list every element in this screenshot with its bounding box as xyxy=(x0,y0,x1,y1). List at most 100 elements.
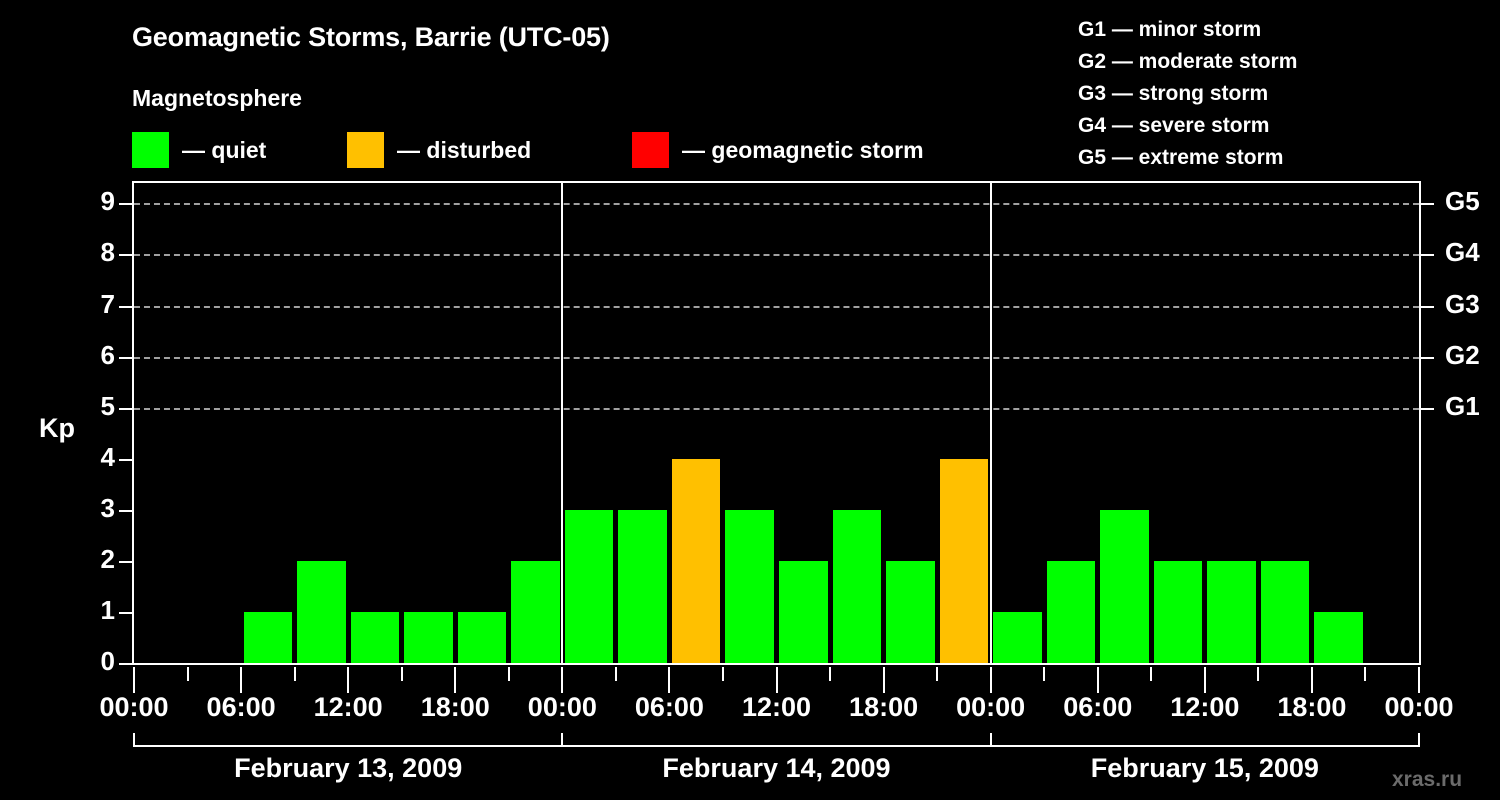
xtick-label-12h: 12:00 xyxy=(313,692,383,722)
xtick-minor-27h xyxy=(614,667,617,681)
bar[interactable] xyxy=(832,509,882,663)
bar[interactable] xyxy=(939,458,989,663)
quiet-swatch xyxy=(132,132,169,168)
bar[interactable] xyxy=(618,509,667,663)
legend-label: — quiet xyxy=(182,136,267,163)
xtick-major-54h xyxy=(1096,667,1099,693)
day-bracket-3 xyxy=(989,733,1420,747)
day-label-3: February 15, 2009 xyxy=(1090,753,1319,783)
gtick-mark-G3 xyxy=(1421,305,1434,308)
xtick-label-48h: 00:00 xyxy=(956,692,1026,722)
g-scale-item-2: G2 — moderate storm xyxy=(1078,50,1298,73)
legend-entry-disturbed: — disturbed xyxy=(347,131,531,169)
xtick-minor-51h xyxy=(1043,667,1046,681)
legend-entry-quiet: — quiet xyxy=(132,131,266,169)
page-title: Geomagnetic Storms, Barrie (UTC-05) xyxy=(132,22,610,52)
plot-area xyxy=(132,181,1421,665)
xtick-major-30h xyxy=(668,667,671,693)
bar[interactable] xyxy=(350,611,400,663)
xtick-label-54h: 06:00 xyxy=(1063,692,1133,722)
legend-entry-storm: — geomagnetic storm xyxy=(632,131,924,169)
bar[interactable] xyxy=(1207,560,1256,663)
xtick-major-72h xyxy=(1418,667,1420,693)
ytick-mark-9 xyxy=(119,203,132,206)
xtick-major-36h xyxy=(775,667,778,693)
ytick-label-8: 8 xyxy=(100,237,115,268)
xtick-minor-45h xyxy=(936,667,939,681)
ytick-mark-2 xyxy=(119,560,132,563)
xtick-label-24h: 00:00 xyxy=(527,692,597,722)
bar[interactable] xyxy=(725,509,774,663)
bar[interactable] xyxy=(671,458,721,663)
xtick-major-24h xyxy=(561,667,564,693)
ytick-mark-6 xyxy=(119,356,132,359)
bar[interactable] xyxy=(457,611,507,663)
legend-label: — disturbed xyxy=(397,136,532,163)
day-label-2: February 14, 2009 xyxy=(662,753,891,783)
day-label-1: February 13, 2009 xyxy=(234,753,463,783)
plot-inner xyxy=(134,183,1419,663)
xtick-minor-63h xyxy=(1257,667,1260,681)
gridline-kp-5 xyxy=(134,407,1419,410)
bar[interactable] xyxy=(993,611,1042,663)
ytick-label-3: 3 xyxy=(100,492,115,523)
bar[interactable] xyxy=(1153,560,1203,663)
bar[interactable] xyxy=(779,560,828,663)
ytick-mark-3 xyxy=(119,509,132,512)
gridline-kp-9 xyxy=(134,203,1419,206)
xtick-label-42h: 18:00 xyxy=(849,692,919,722)
gtick-mark-G1 xyxy=(1421,407,1434,410)
day-divider xyxy=(989,183,992,663)
gtick-label-G3: G3 xyxy=(1445,288,1480,319)
ytick-label-1: 1 xyxy=(100,594,115,625)
xtick-major-42h xyxy=(882,667,885,693)
ytick-mark-5 xyxy=(119,407,132,410)
ytick-label-4: 4 xyxy=(100,441,115,472)
bar[interactable] xyxy=(886,560,935,663)
xtick-minor-33h xyxy=(721,667,724,681)
bar[interactable] xyxy=(243,611,293,663)
bar[interactable] xyxy=(564,509,614,663)
bar[interactable] xyxy=(511,560,560,663)
storm-swatch xyxy=(632,132,669,168)
ytick-label-5: 5 xyxy=(100,390,115,421)
g-scale-item-4: G4 — severe storm xyxy=(1078,114,1270,137)
legend-label: — geomagnetic storm xyxy=(682,136,924,163)
xtick-major-66h xyxy=(1310,667,1313,693)
xtick-major-60h xyxy=(1203,667,1206,693)
gtick-label-G2: G2 xyxy=(1445,339,1480,370)
bar[interactable] xyxy=(1314,611,1363,663)
bar[interactable] xyxy=(297,560,346,663)
magnetosphere-heading: Magnetosphere xyxy=(132,85,302,111)
bar[interactable] xyxy=(1046,560,1096,663)
xtick-major-48h xyxy=(989,667,992,693)
ytick-label-9: 9 xyxy=(100,186,115,217)
xtick-label-18h: 18:00 xyxy=(420,692,490,722)
xtick-minor-69h xyxy=(1364,667,1367,681)
xtick-major-6h xyxy=(240,667,243,693)
xtick-label-30h: 06:00 xyxy=(634,692,704,722)
ytick-mark-1 xyxy=(119,611,132,614)
gtick-mark-G2 xyxy=(1421,356,1434,359)
xtick-minor-39h xyxy=(829,667,832,681)
bar[interactable] xyxy=(1260,560,1310,663)
bar[interactable] xyxy=(404,611,453,663)
xtick-label-36h: 12:00 xyxy=(741,692,812,722)
gridline-kp-6 xyxy=(134,356,1419,359)
ytick-mark-8 xyxy=(119,254,132,257)
xtick-major-0h xyxy=(133,667,135,693)
bar[interactable] xyxy=(1100,509,1149,663)
day-bracket-1 xyxy=(133,733,564,747)
gtick-label-G1: G1 xyxy=(1445,390,1480,421)
g-scale-item-1: G1 — minor storm xyxy=(1078,18,1262,41)
xtick-label-66h: 18:00 xyxy=(1277,692,1347,722)
xtick-label-6h: 06:00 xyxy=(206,692,276,722)
ytick-label-0: 0 xyxy=(100,646,115,676)
gridline-kp-8 xyxy=(134,254,1419,257)
xtick-major-18h xyxy=(454,667,457,693)
ytick-label-6: 6 xyxy=(100,339,115,370)
xtick-label-60h: 12:00 xyxy=(1170,692,1240,722)
day-divider xyxy=(561,183,564,663)
ytick-mark-4 xyxy=(119,458,132,461)
